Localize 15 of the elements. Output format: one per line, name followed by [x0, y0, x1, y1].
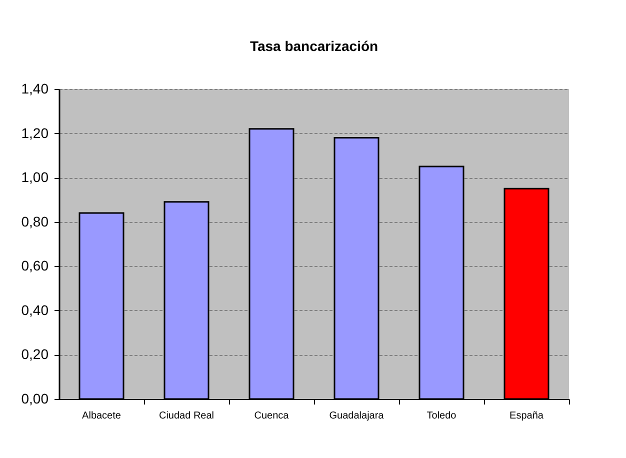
y-tick-label: 0,80 — [21, 213, 49, 230]
y-tick-label: 0,60 — [21, 258, 49, 274]
x-tick-label: Toledo — [426, 410, 457, 422]
x-tick-label: España — [510, 410, 544, 422]
y-tick-label: 0,20 — [21, 346, 49, 362]
y-tick-label: 0,00 — [21, 390, 49, 406]
x-tick-label: Albacete — [82, 410, 122, 422]
y-tick-label: 1,00 — [21, 169, 49, 186]
x-tick-label: Ciudad Real — [158, 410, 214, 422]
y-tick-label: 0,40 — [21, 302, 49, 318]
x-tick-label: Guadalajara — [329, 410, 384, 422]
y-tick-label: 1,40 — [21, 80, 49, 96]
x-tick-label: Cuenca — [254, 410, 290, 422]
y-tick-label: 1,20 — [21, 124, 49, 141]
chart-title: Tasa bancarización — [250, 38, 378, 54]
